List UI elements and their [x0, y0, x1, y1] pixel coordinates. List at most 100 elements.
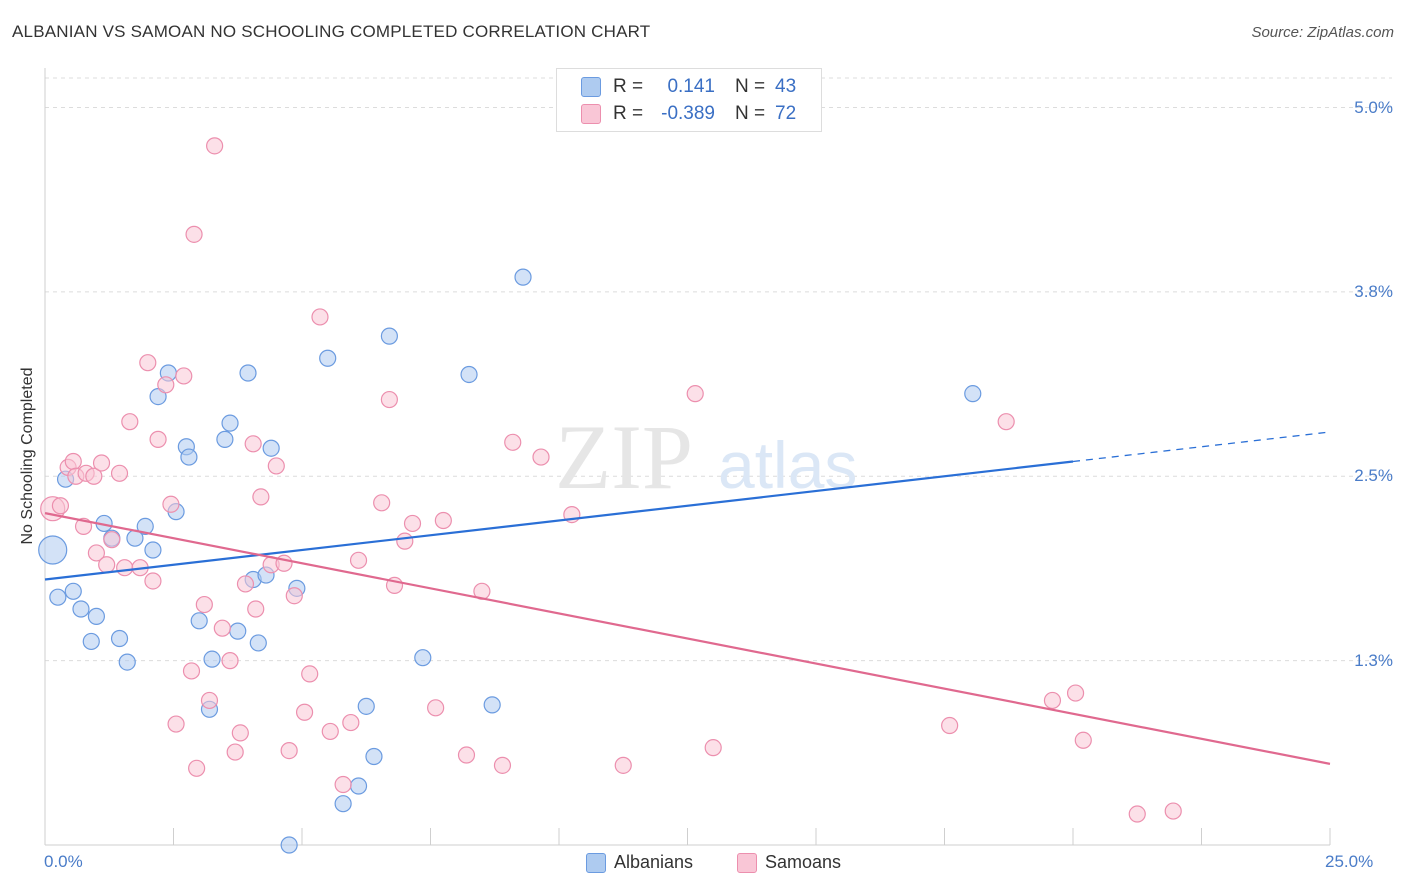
point-albanians [136, 517, 154, 536]
point-samoans [434, 511, 452, 530]
point-samoans [280, 741, 298, 760]
point-albanians [262, 439, 280, 457]
point-samoans [373, 494, 391, 512]
series-swatch-samoans [737, 852, 757, 873]
point-samoans [244, 435, 262, 453]
point-samoans [427, 699, 445, 717]
point-albanians [38, 535, 68, 565]
point-samoans [493, 756, 512, 774]
point-samoans [457, 746, 476, 764]
x-tick-label-max: 25.0% [1325, 852, 1374, 871]
point-albanians [280, 836, 298, 854]
point-samoans [997, 413, 1015, 431]
point-albanians [249, 634, 267, 652]
point-samoans [92, 454, 111, 472]
point-albanians [514, 268, 532, 286]
point-samoans [301, 665, 319, 683]
point-samoans [704, 739, 722, 757]
point-albanians [380, 327, 398, 345]
point-samoans [221, 652, 239, 670]
point-albanians [964, 385, 982, 403]
point-albanians [203, 650, 221, 668]
watermark-zip: ZIP [555, 406, 693, 508]
axes [44, 68, 1331, 846]
point-samoans [213, 619, 231, 637]
legend-row-samoans: R = -0.389 N = 72 [581, 102, 796, 126]
point-albanians [319, 349, 337, 367]
point-samoans [380, 390, 398, 409]
point-samoans [51, 497, 70, 515]
point-albanians [239, 364, 257, 382]
series-swatch-albanians [586, 852, 606, 873]
point-albanians [72, 600, 90, 618]
point-samoans [1074, 731, 1092, 749]
point-albanians [118, 653, 136, 671]
point-samoans [504, 433, 522, 451]
point-samoans [103, 531, 121, 549]
point-albanians [414, 649, 432, 667]
point-samoans [121, 413, 139, 431]
point-albanians [87, 607, 106, 625]
point-albanians [110, 629, 129, 648]
point-samoans [267, 457, 285, 475]
point-albanians [357, 697, 375, 715]
point-samoans [64, 452, 82, 471]
point-albanians [349, 777, 368, 795]
y-tick-label: 2.5% [1354, 466, 1393, 486]
point-samoans [403, 514, 422, 533]
point-albanians [229, 622, 247, 640]
point-albanians [49, 588, 67, 606]
point-samoans [1128, 805, 1146, 823]
point-samoans [349, 551, 368, 569]
point-samoans [1164, 802, 1182, 820]
y-tick-label: 5.0% [1354, 97, 1393, 117]
point-samoans [1066, 684, 1085, 702]
y-axis-label: No Schooling Completed [19, 367, 36, 545]
point-samoans [1043, 691, 1062, 710]
point-albanians [180, 448, 198, 466]
point-samoans [110, 464, 129, 482]
point-samoans [144, 572, 162, 590]
point-albanians [365, 747, 383, 766]
point-samoans [285, 587, 303, 605]
series-label-samoans: Samoans [765, 852, 842, 872]
legend-n-value: 72 [775, 103, 797, 124]
trend-extension-albanians [1072, 431, 1331, 463]
point-albanians [144, 541, 162, 559]
points-layer [38, 137, 1182, 854]
point-samoans [614, 756, 632, 774]
point-samoans [195, 595, 213, 614]
point-albanians [334, 795, 352, 813]
point-samoans [85, 467, 103, 485]
series-label-albanians: Albanians [614, 852, 694, 872]
point-albanians [221, 414, 239, 432]
trend-lines [44, 431, 1331, 765]
legend-swatch-albanians [581, 77, 601, 97]
point-samoans [162, 495, 180, 513]
point-samoans [182, 662, 201, 680]
point-samoans [175, 367, 193, 385]
legend-n-value: 43 [775, 76, 797, 97]
point-samoans [236, 575, 255, 593]
series-legend-albanians: Albanians [586, 852, 693, 873]
trend-line-samoans [44, 512, 1331, 765]
point-samoans [686, 385, 704, 403]
stats-legend: R = 0.141 N = 43 R = -0.389 N = 72 [556, 68, 822, 132]
point-samoans [247, 600, 265, 618]
point-samoans [167, 715, 185, 733]
point-samoans [396, 532, 414, 550]
point-albanians [216, 430, 234, 448]
y-tick-label: 1.3% [1354, 650, 1393, 670]
point-samoans [157, 376, 175, 394]
point-samoans [311, 308, 329, 326]
point-albanians [82, 632, 100, 651]
point-samoans [252, 488, 270, 506]
legend-r-label: R = [613, 103, 644, 124]
point-samoans [941, 716, 959, 735]
legend-n-label: N = [735, 76, 766, 97]
legend-r-value: -0.389 [661, 103, 715, 124]
point-samoans [98, 556, 116, 574]
legend-r-value: 0.141 [667, 76, 715, 97]
point-samoans [321, 722, 339, 741]
